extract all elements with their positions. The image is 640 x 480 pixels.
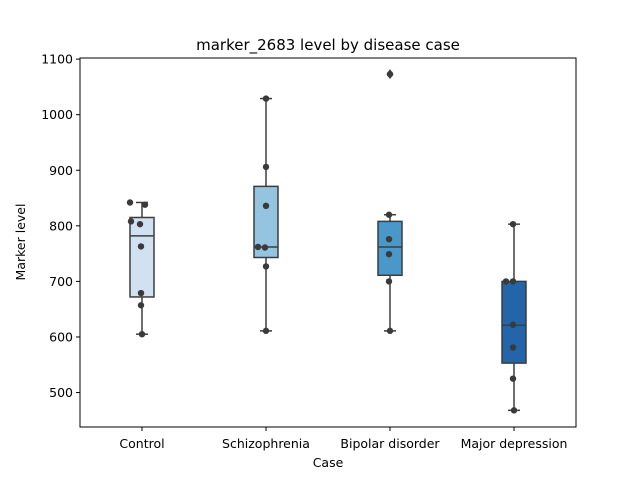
y-tick-label: 1100	[41, 52, 73, 67]
data-point	[261, 244, 269, 251]
data-point	[137, 289, 145, 297]
data-point	[509, 220, 517, 228]
data-point	[386, 70, 394, 78]
data-point	[385, 211, 393, 218]
x-axis: Control Schizophrenia Bipolar disorder Majo…	[119, 427, 567, 451]
points-layer	[126, 70, 518, 414]
x-tick-label: Major depression	[461, 436, 568, 451]
data-point	[138, 330, 146, 338]
x-tick-label: Control	[119, 436, 164, 451]
data-point	[262, 327, 270, 335]
y-tick-label: 500	[49, 385, 73, 400]
data-point	[262, 202, 270, 210]
x-tick-label: Bipolar disorder	[340, 436, 440, 451]
y-tick-label: 1000	[41, 107, 73, 122]
data-point	[262, 95, 270, 102]
data-point	[386, 327, 394, 335]
box-iqr	[377, 220, 403, 277]
data-point	[137, 243, 145, 250]
data-point	[141, 201, 149, 208]
y-tick-label: 900	[49, 163, 73, 178]
data-point	[137, 302, 145, 309]
data-point	[502, 278, 510, 285]
data-point	[385, 250, 393, 258]
y-tick-label: 700	[49, 274, 73, 289]
box-iqr	[129, 216, 155, 298]
box-3	[377, 69, 403, 332]
y-axis-label: Marker level	[13, 204, 28, 281]
data-point	[509, 344, 517, 351]
plot-frame	[79, 57, 577, 428]
data-point	[510, 407, 518, 414]
data-point	[509, 321, 517, 328]
y-axis: 500 600 700 800 900 1000 1100	[41, 52, 80, 400]
data-point	[385, 235, 393, 243]
chart-title: marker_2683 level by disease case	[196, 36, 460, 55]
data-point	[385, 278, 393, 285]
box-2	[253, 97, 279, 332]
y-tick-label: 800	[49, 218, 73, 233]
data-point	[127, 218, 135, 225]
box-1	[129, 201, 155, 335]
data-point	[509, 375, 517, 382]
data-point	[262, 263, 270, 270]
box-iqr	[253, 185, 279, 259]
data-point	[262, 163, 270, 171]
data-point	[126, 199, 134, 206]
y-tick-label: 600	[49, 329, 73, 344]
data-point	[509, 278, 517, 285]
box-4	[501, 223, 527, 412]
boxes-layer	[129, 69, 527, 412]
x-tick-label: Schizophrenia	[222, 436, 310, 451]
x-axis-label: Case	[313, 455, 344, 470]
data-point	[136, 220, 144, 228]
data-point	[254, 243, 262, 251]
